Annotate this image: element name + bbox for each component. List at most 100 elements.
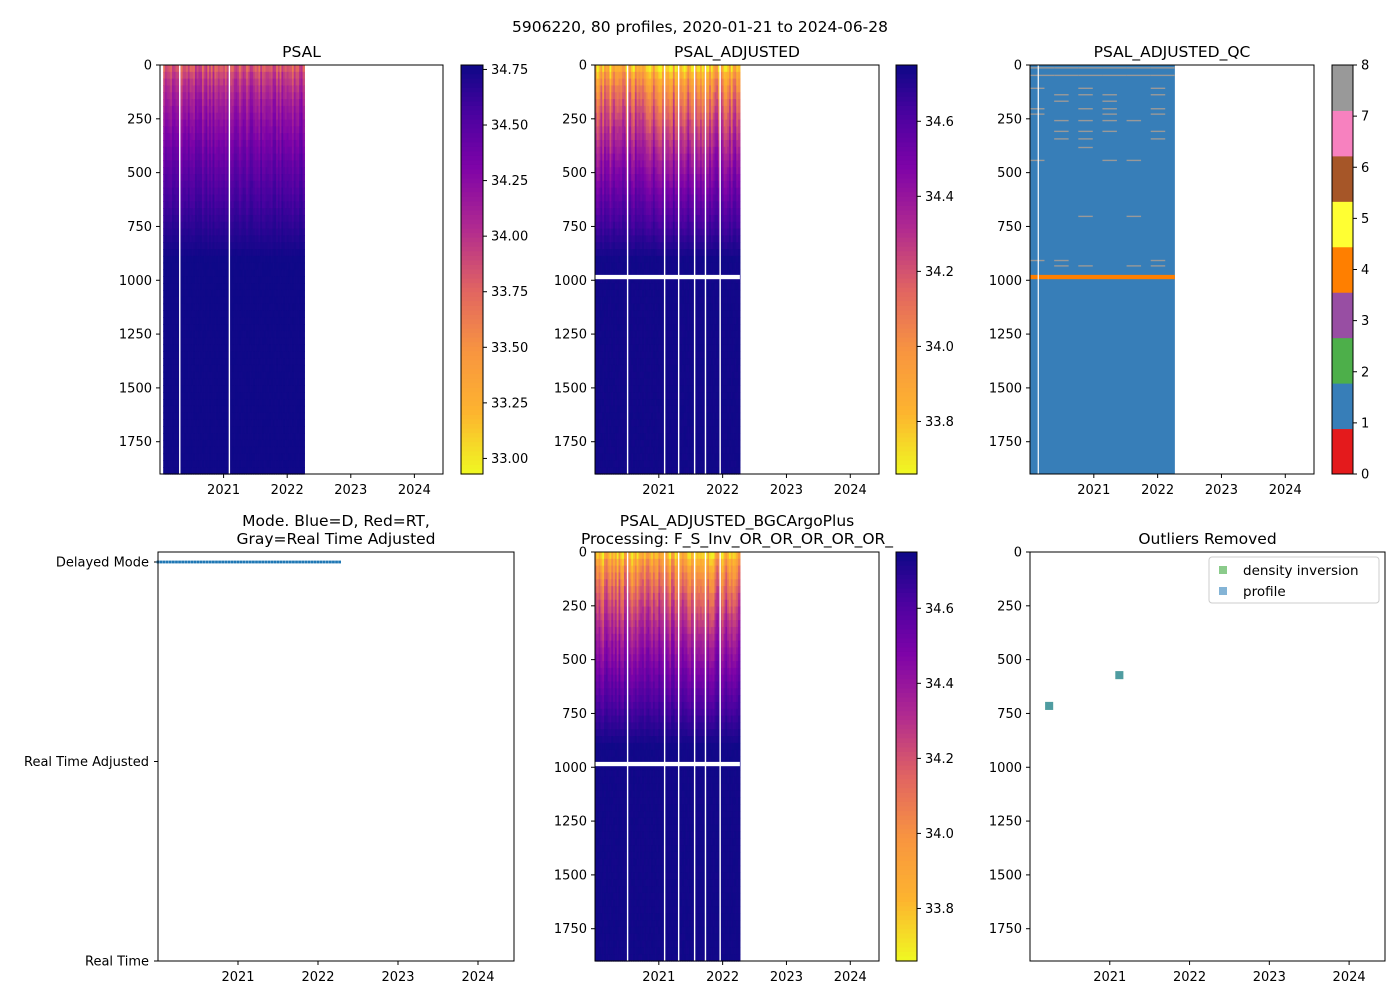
- heatmap-cell: [217, 133, 221, 141]
- heatmap-cell: [274, 269, 277, 277]
- heatmap-cell: [205, 146, 208, 155]
- heatmap-cell: [284, 214, 288, 223]
- heatmap-cell: [269, 262, 272, 271]
- heatmap-cell: [239, 467, 242, 475]
- heatmap-cell: [276, 405, 279, 414]
- heatmap-cell: [281, 419, 284, 427]
- heatmap-cell: [212, 214, 215, 223]
- heatmap-cell: [258, 194, 261, 202]
- heatmap-cell: [200, 433, 203, 441]
- heatmap-cell: [299, 283, 302, 291]
- heatmap-cell: [194, 296, 198, 305]
- heatmap-cell: [221, 269, 224, 277]
- heatmap-cell: [163, 303, 166, 311]
- heatmap-cell: [180, 242, 184, 250]
- heatmap-cell: [219, 269, 223, 277]
- heatmap-cell: [256, 439, 260, 448]
- heatmap-cell: [193, 433, 196, 441]
- heatmap-cell: [288, 337, 291, 346]
- heatmap-cell: [283, 242, 286, 250]
- heatmap-cell: [286, 426, 290, 434]
- heatmap-cell: [239, 385, 242, 393]
- heatmap-cell: [202, 153, 205, 162]
- heatmap-cell: [302, 453, 305, 461]
- heatmap-cell: [205, 65, 208, 73]
- heatmap-cell: [180, 433, 184, 441]
- heatmap-cell: [277, 71, 281, 80]
- heatmap-cell: [274, 133, 277, 141]
- heatmap-cell: [299, 405, 302, 414]
- heatmap-cell: [177, 167, 180, 175]
- heatmap-cell: [302, 235, 305, 243]
- heatmap-cell: [217, 262, 221, 271]
- heatmap-cell: [187, 194, 191, 202]
- heatmap-cell: [292, 330, 295, 339]
- heatmap-cell: [258, 187, 261, 196]
- heatmap-cell: [202, 385, 205, 393]
- heatmap-cell: [219, 303, 223, 311]
- heatmap-cell: [237, 276, 240, 284]
- heatmap-cell: [216, 262, 219, 271]
- heatmap-cell: [198, 208, 201, 216]
- heatmap-cell: [256, 344, 260, 352]
- heatmap-cell: [256, 112, 260, 121]
- heatmap-cell: [283, 371, 286, 380]
- heatmap-cell: [258, 392, 261, 400]
- heatmap-cell: [223, 296, 226, 305]
- heatmap-cell: [247, 180, 251, 189]
- heatmap-cell: [191, 153, 194, 162]
- heatmap-cell: [239, 71, 242, 80]
- heatmap-cell: [260, 296, 263, 305]
- heatmap-cell: [300, 92, 304, 100]
- heatmap-cell: [276, 221, 279, 230]
- heatmap-cell: [172, 112, 175, 121]
- heatmap-cell: [163, 214, 166, 223]
- heatmap-cell: [205, 214, 208, 223]
- heatmap-cell: [249, 399, 253, 407]
- heatmap-cell: [297, 262, 300, 271]
- heatmap-cell: [207, 119, 210, 127]
- heatmap-cell: [175, 358, 178, 366]
- heatmap-cell: [200, 412, 203, 421]
- heatmap-cell: [219, 187, 223, 196]
- heatmap-cell: [277, 174, 281, 182]
- heatmap-cell: [175, 126, 178, 134]
- heatmap-cell: [187, 344, 191, 352]
- heatmap-cell: [253, 153, 256, 162]
- heatmap-cell: [293, 126, 297, 134]
- heatmap-cell: [219, 344, 223, 352]
- heatmap-cell: [300, 214, 304, 223]
- heatmap-cell: [196, 371, 200, 380]
- heatmap-cell: [290, 317, 293, 325]
- heatmap-cell: [166, 276, 170, 284]
- heatmap-cell: [193, 78, 196, 87]
- heatmap-cell: [226, 344, 230, 352]
- heatmap-cell: [193, 249, 196, 257]
- heatmap-cell: [205, 296, 208, 305]
- heatmap-cell: [166, 85, 170, 93]
- heatmap-cell: [223, 133, 226, 141]
- heatmap-cell: [186, 453, 189, 461]
- heatmap-cell: [189, 433, 193, 441]
- colorbar-segment: [461, 214, 483, 221]
- heatmap-cell: [189, 187, 193, 196]
- heatmap-cell: [300, 405, 304, 414]
- heatmap-cell: [262, 399, 265, 407]
- heatmap-cell: [193, 392, 196, 400]
- heatmap-cell: [288, 65, 291, 73]
- heatmap-cell: [595, 317, 598, 325]
- heatmap-cell: [247, 71, 251, 80]
- heatmap-cell: [265, 126, 268, 134]
- heatmap-cell: [239, 194, 242, 202]
- heatmap-cell: [290, 208, 293, 216]
- heatmap-cell: [209, 208, 212, 216]
- colorbar-segment: [461, 455, 483, 461]
- heatmap-cell: [286, 119, 290, 127]
- heatmap-cell: [224, 112, 228, 121]
- heatmap-cell: [263, 412, 267, 421]
- heatmap-cell: [217, 180, 221, 189]
- heatmap-cell: [207, 385, 210, 393]
- heatmap-cell: [269, 385, 272, 393]
- heatmap-cell: [164, 310, 168, 318]
- heatmap-cell: [164, 324, 168, 332]
